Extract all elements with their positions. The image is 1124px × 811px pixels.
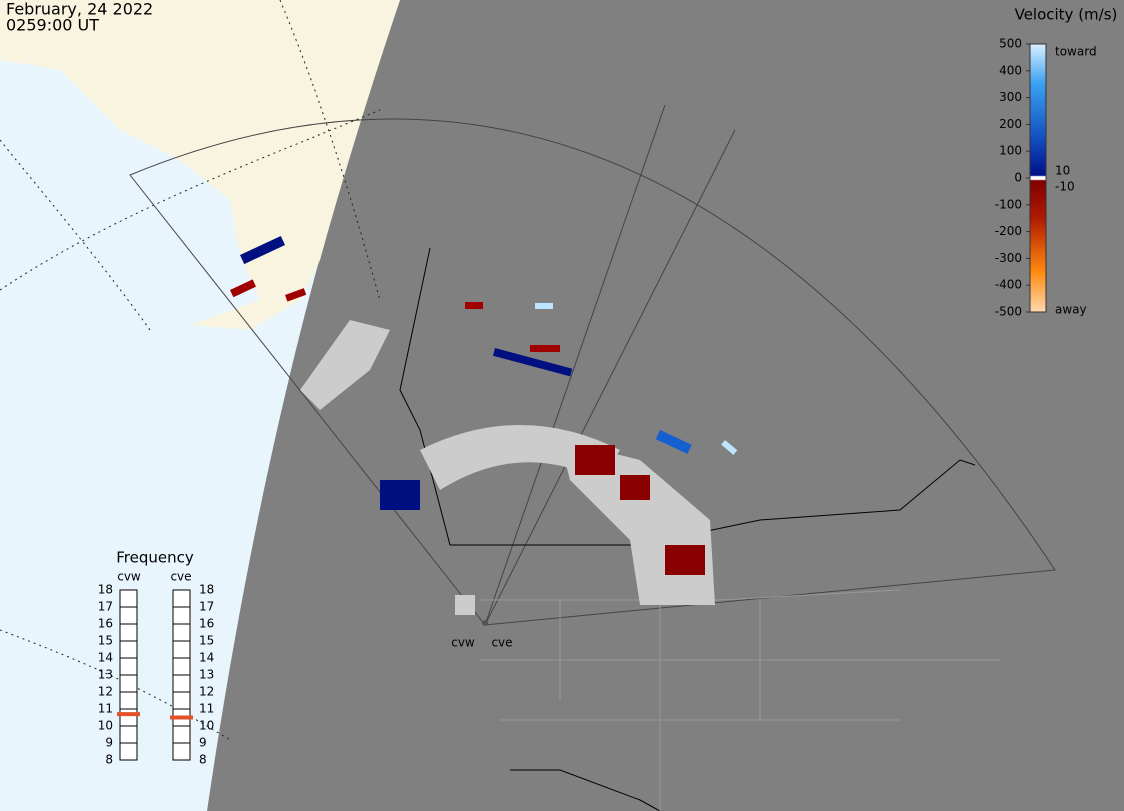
frequency-tick-label: 12: [199, 685, 214, 699]
frequency-tick-label: 18: [199, 583, 214, 597]
state-lines: [480, 589, 1000, 811]
frequency-tick-label: 13: [199, 668, 214, 682]
scatter: [229, 235, 738, 615]
colorbar-tick-label: 10: [1055, 164, 1070, 178]
colorbar-tick-label: -200: [995, 224, 1022, 238]
frequency-tick-label: 16: [199, 617, 214, 631]
colorbar-tick-label: -500: [995, 305, 1022, 319]
date: February, 24 2022: [6, 0, 153, 19]
frequency-tick-label: 16: [98, 617, 113, 631]
frequency-tick-label: 9: [105, 736, 113, 750]
radar-name: cve: [170, 570, 191, 584]
colorbar-title: Velocity (m/s): [1015, 6, 1118, 24]
fan-outline: [129, 104, 1056, 626]
frequency-tick-label: 14: [199, 651, 214, 665]
colorbar-tick-label: -10: [1055, 180, 1075, 194]
radar-name: cvw: [117, 570, 141, 584]
colorbar-label: away: [1055, 303, 1087, 317]
frequency-tick-label: 18: [98, 583, 113, 597]
frequency-title: Frequency: [116, 549, 194, 567]
frequency-tick-label: 11: [98, 702, 113, 716]
colorbar-tick-label: 200: [999, 117, 1022, 131]
radar-site: [482, 620, 488, 626]
frequency-tick-label: 14: [98, 651, 113, 665]
radar-label: cve: [491, 636, 512, 650]
frequency-tick-label: 12: [98, 685, 113, 699]
colorbar-tick-label: 300: [999, 90, 1022, 104]
time: 0259:00 UT: [6, 16, 99, 35]
colorbar-tick-label: -100: [995, 197, 1022, 211]
frequency-tick-label: 8: [105, 753, 113, 767]
frequency-tick-label: 13: [98, 668, 113, 682]
frequency-tick-label: 15: [98, 634, 113, 648]
colorbar: [1029, 43, 1047, 313]
frequency-tick-label: 17: [98, 600, 113, 614]
frequency-tick-label: 9: [199, 736, 207, 750]
frequency-tick-label: 8: [199, 753, 207, 767]
colorbar-tick-label: 0: [1014, 171, 1022, 185]
frequency-tick-label: 17: [199, 600, 214, 614]
colorbar-tick-label: -400: [995, 278, 1022, 292]
radar-label: cvw: [451, 636, 475, 650]
colorbar-tick-label: -300: [995, 251, 1022, 265]
frequency-tick-label: 10: [98, 719, 113, 733]
frequency-tick-label: 15: [199, 634, 214, 648]
grid-lines: [0, 0, 381, 741]
colorbar-tick-label: 500: [999, 37, 1022, 51]
frequency-tick-label: 10: [199, 719, 214, 733]
alaska: [0, 0, 400, 330]
colorbar-tick-label: 100: [999, 144, 1022, 158]
colorbar-label: toward: [1055, 45, 1097, 59]
colorbar-tick-label: 400: [999, 63, 1022, 77]
frequency-tick-label: 11: [199, 702, 214, 716]
